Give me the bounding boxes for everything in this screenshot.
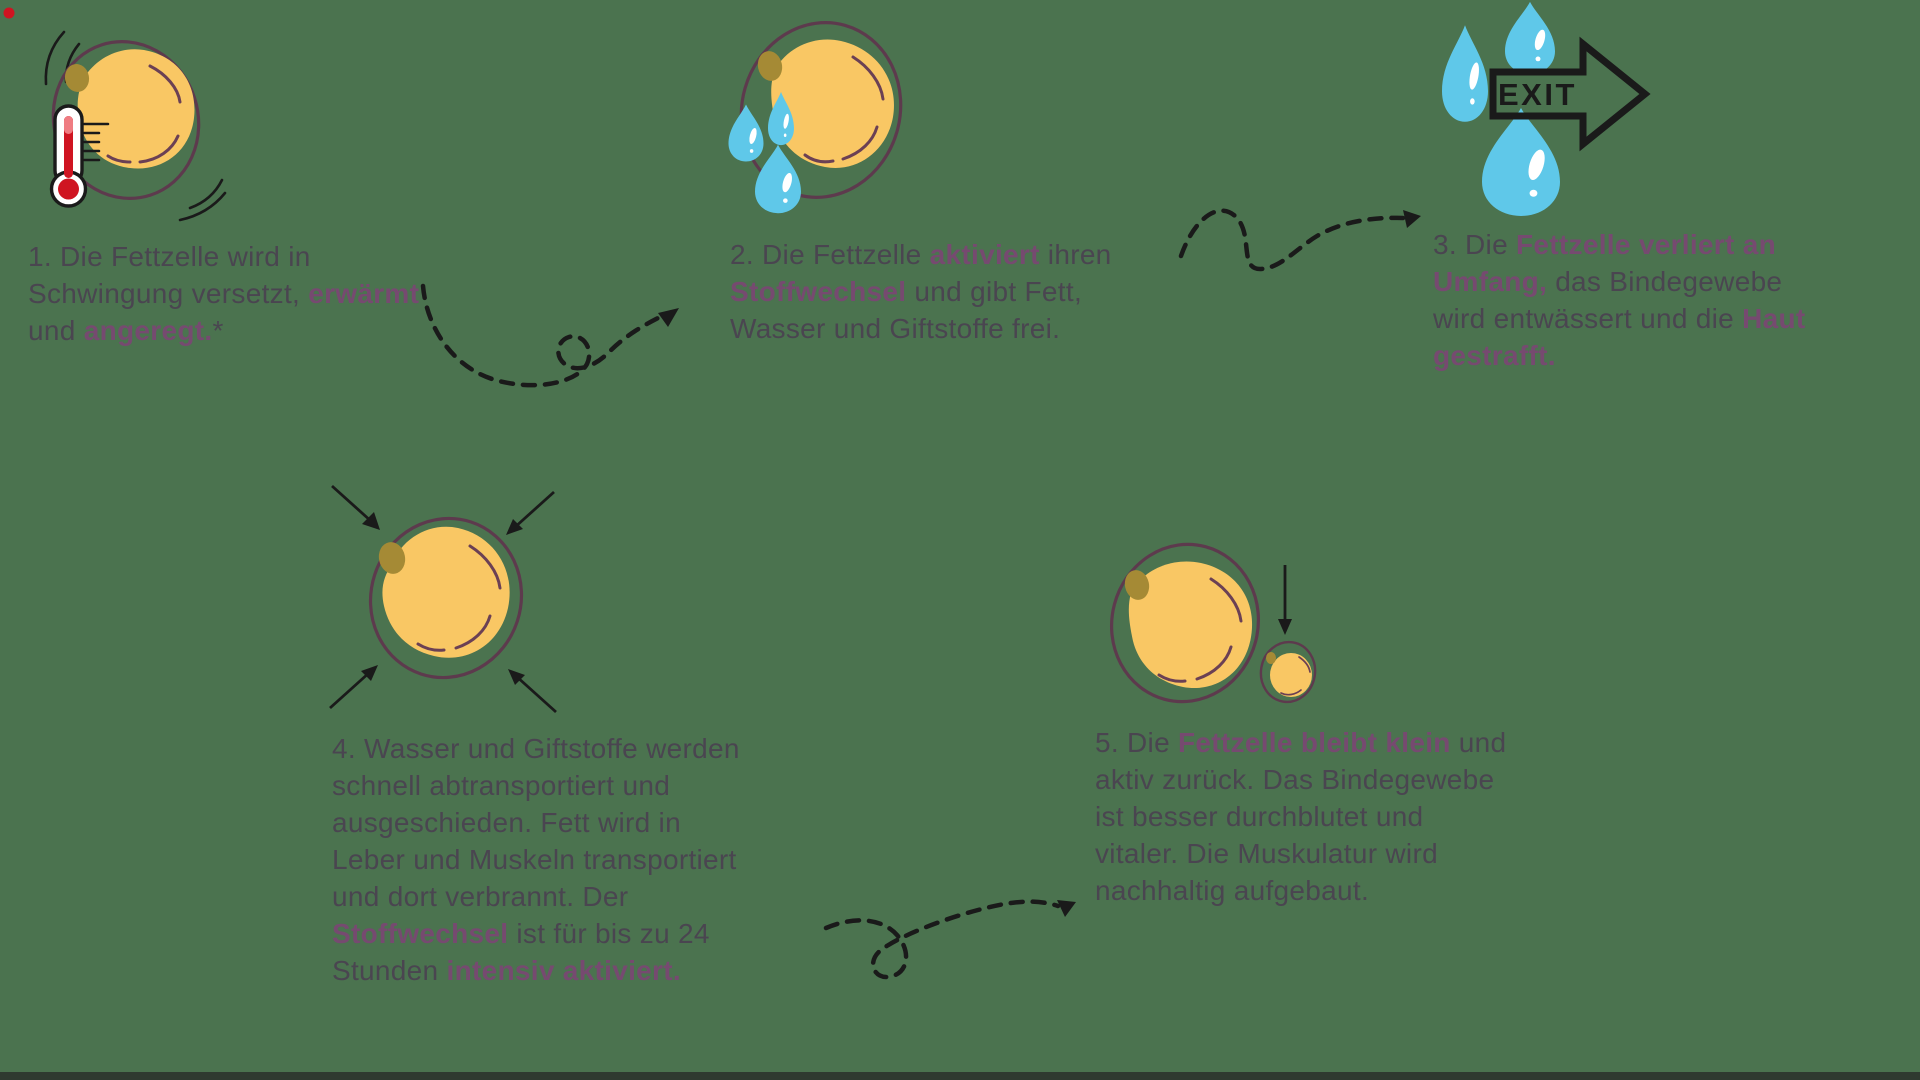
text-line: gestrafft.	[1433, 340, 1556, 371]
water-drop-icon	[1442, 25, 1488, 122]
cell-body	[771, 39, 894, 168]
cell-shine-line	[468, 544, 502, 590]
inward-arrow	[508, 669, 557, 714]
exit-arrow-label: EXIT	[1498, 77, 1577, 112]
small-fat-cell	[1259, 640, 1317, 704]
cell-shine-line	[148, 64, 182, 104]
step-5-text: 5. Die Fettzelle bleibt klein und aktiv z…	[1095, 724, 1506, 909]
fat-cell-vibrating-thermometer-icon	[44, 30, 227, 222]
exit-arrow-icon: EXIT	[1489, 36, 1651, 152]
water-drops-exit-arrow-icon: EXIT	[1442, 1, 1651, 216]
text-line: ist besser durchblutet und	[1095, 801, 1424, 832]
vibration-arc	[44, 30, 66, 86]
cell-shine-line	[106, 154, 132, 164]
dashed-loop-arrow-step4-to-step5	[823, 899, 1076, 980]
text-line: schnell abtransportiert und	[332, 770, 671, 801]
step-1-text: 1. Die Fettzelle wird in Schwingung verse…	[28, 238, 419, 349]
cell-shine-line	[803, 153, 835, 164]
bottom-bar	[0, 1072, 1920, 1080]
dashed-wave-arrow-step2-to-step3	[1178, 208, 1421, 272]
cell-body	[1128, 561, 1253, 689]
cell-shine-line	[416, 642, 446, 652]
text-line: nachhaltig aufgebaut.	[1095, 875, 1370, 906]
shrink-arrow	[1278, 565, 1292, 635]
cell-shine-line	[841, 125, 879, 161]
fat-cell-compressed-arrows-icon	[329, 484, 557, 714]
text-line: aktiv zurück. Das Bindegewebe	[1095, 764, 1495, 795]
arrowhead	[658, 308, 679, 327]
big-and-small-fat-cell-icon	[1109, 542, 1317, 704]
inward-arrow	[329, 665, 378, 710]
text-line: Stoffwechsel ist für bis zu 24	[332, 918, 710, 949]
cell-membrane	[1109, 542, 1261, 704]
cell-nucleus	[1124, 570, 1150, 600]
water-drop-icon	[1482, 108, 1560, 216]
fat-cell-releasing-drops-icon	[728, 21, 903, 214]
cell-nucleus	[757, 51, 783, 81]
text-line: Stunden intensiv aktiviert.	[332, 955, 681, 986]
water-drop-icon	[1505, 1, 1555, 75]
text-line: 4. Wasser und Giftstoffe werden	[332, 733, 740, 764]
text-line: Umfang, das Bindegewebe	[1433, 266, 1783, 297]
thermometer-icon	[49, 104, 110, 208]
dashed-loop-arrow-step1-to-step2	[420, 283, 679, 388]
step-3-text: 3. Die Fettzelle verliert an Umfang, das …	[1433, 226, 1806, 374]
step-2-text: 2. Die Fettzelle aktiviert ihren Stoffwec…	[730, 236, 1112, 347]
text-line: und angeregt.*	[28, 315, 224, 346]
text-line: 1. Die Fettzelle wird in	[28, 241, 311, 272]
text-line: Stoffwechsel und gibt Fett,	[730, 276, 1083, 307]
water-drop-icon	[768, 91, 794, 146]
text-line: 3. Die Fettzelle verliert an	[1433, 229, 1776, 260]
cell-shine-line	[1157, 673, 1187, 683]
arrowhead	[1403, 210, 1421, 228]
text-line: ausgeschieden. Fett wird in	[332, 807, 681, 838]
vibration-arc	[178, 191, 227, 222]
text-line: 5. Die Fettzelle bleibt klein und	[1095, 727, 1507, 758]
water-drop-icon	[755, 144, 801, 214]
inward-arrow	[331, 484, 380, 530]
cell-shine-line	[851, 55, 885, 101]
text-line: 2. Die Fettzelle aktiviert ihren	[730, 239, 1112, 270]
water-drop-icon	[728, 104, 764, 162]
cell-membrane	[368, 516, 524, 680]
red-dot	[3, 7, 15, 19]
text-line: und dort verbrannt. Der	[332, 881, 629, 912]
cell-shine-line	[138, 134, 180, 164]
text-line: Wasser und Giftstoffe frei.	[730, 313, 1061, 344]
step-4-text: 4. Wasser und Giftstoffe werden schnell a…	[332, 730, 740, 989]
cell-nucleus	[378, 542, 406, 574]
text-line: Leber und Muskeln transportiert	[332, 844, 737, 875]
text-line: wird entwässert und die Haut	[1433, 303, 1806, 334]
vibration-arc	[188, 178, 224, 210]
inward-arrow	[506, 490, 555, 535]
arrowhead	[1057, 900, 1076, 917]
cell-body	[77, 49, 195, 169]
cell-nucleus	[64, 64, 90, 92]
cell-shine-line	[454, 614, 492, 650]
text-line: vitaler. Die Muskulatur wird	[1095, 838, 1438, 869]
cell-body	[382, 526, 510, 658]
cell-shine-line	[1209, 577, 1243, 623]
text-line: Schwingung versetzt, erwärmt	[28, 278, 420, 309]
cell-shine-line	[1195, 645, 1233, 681]
